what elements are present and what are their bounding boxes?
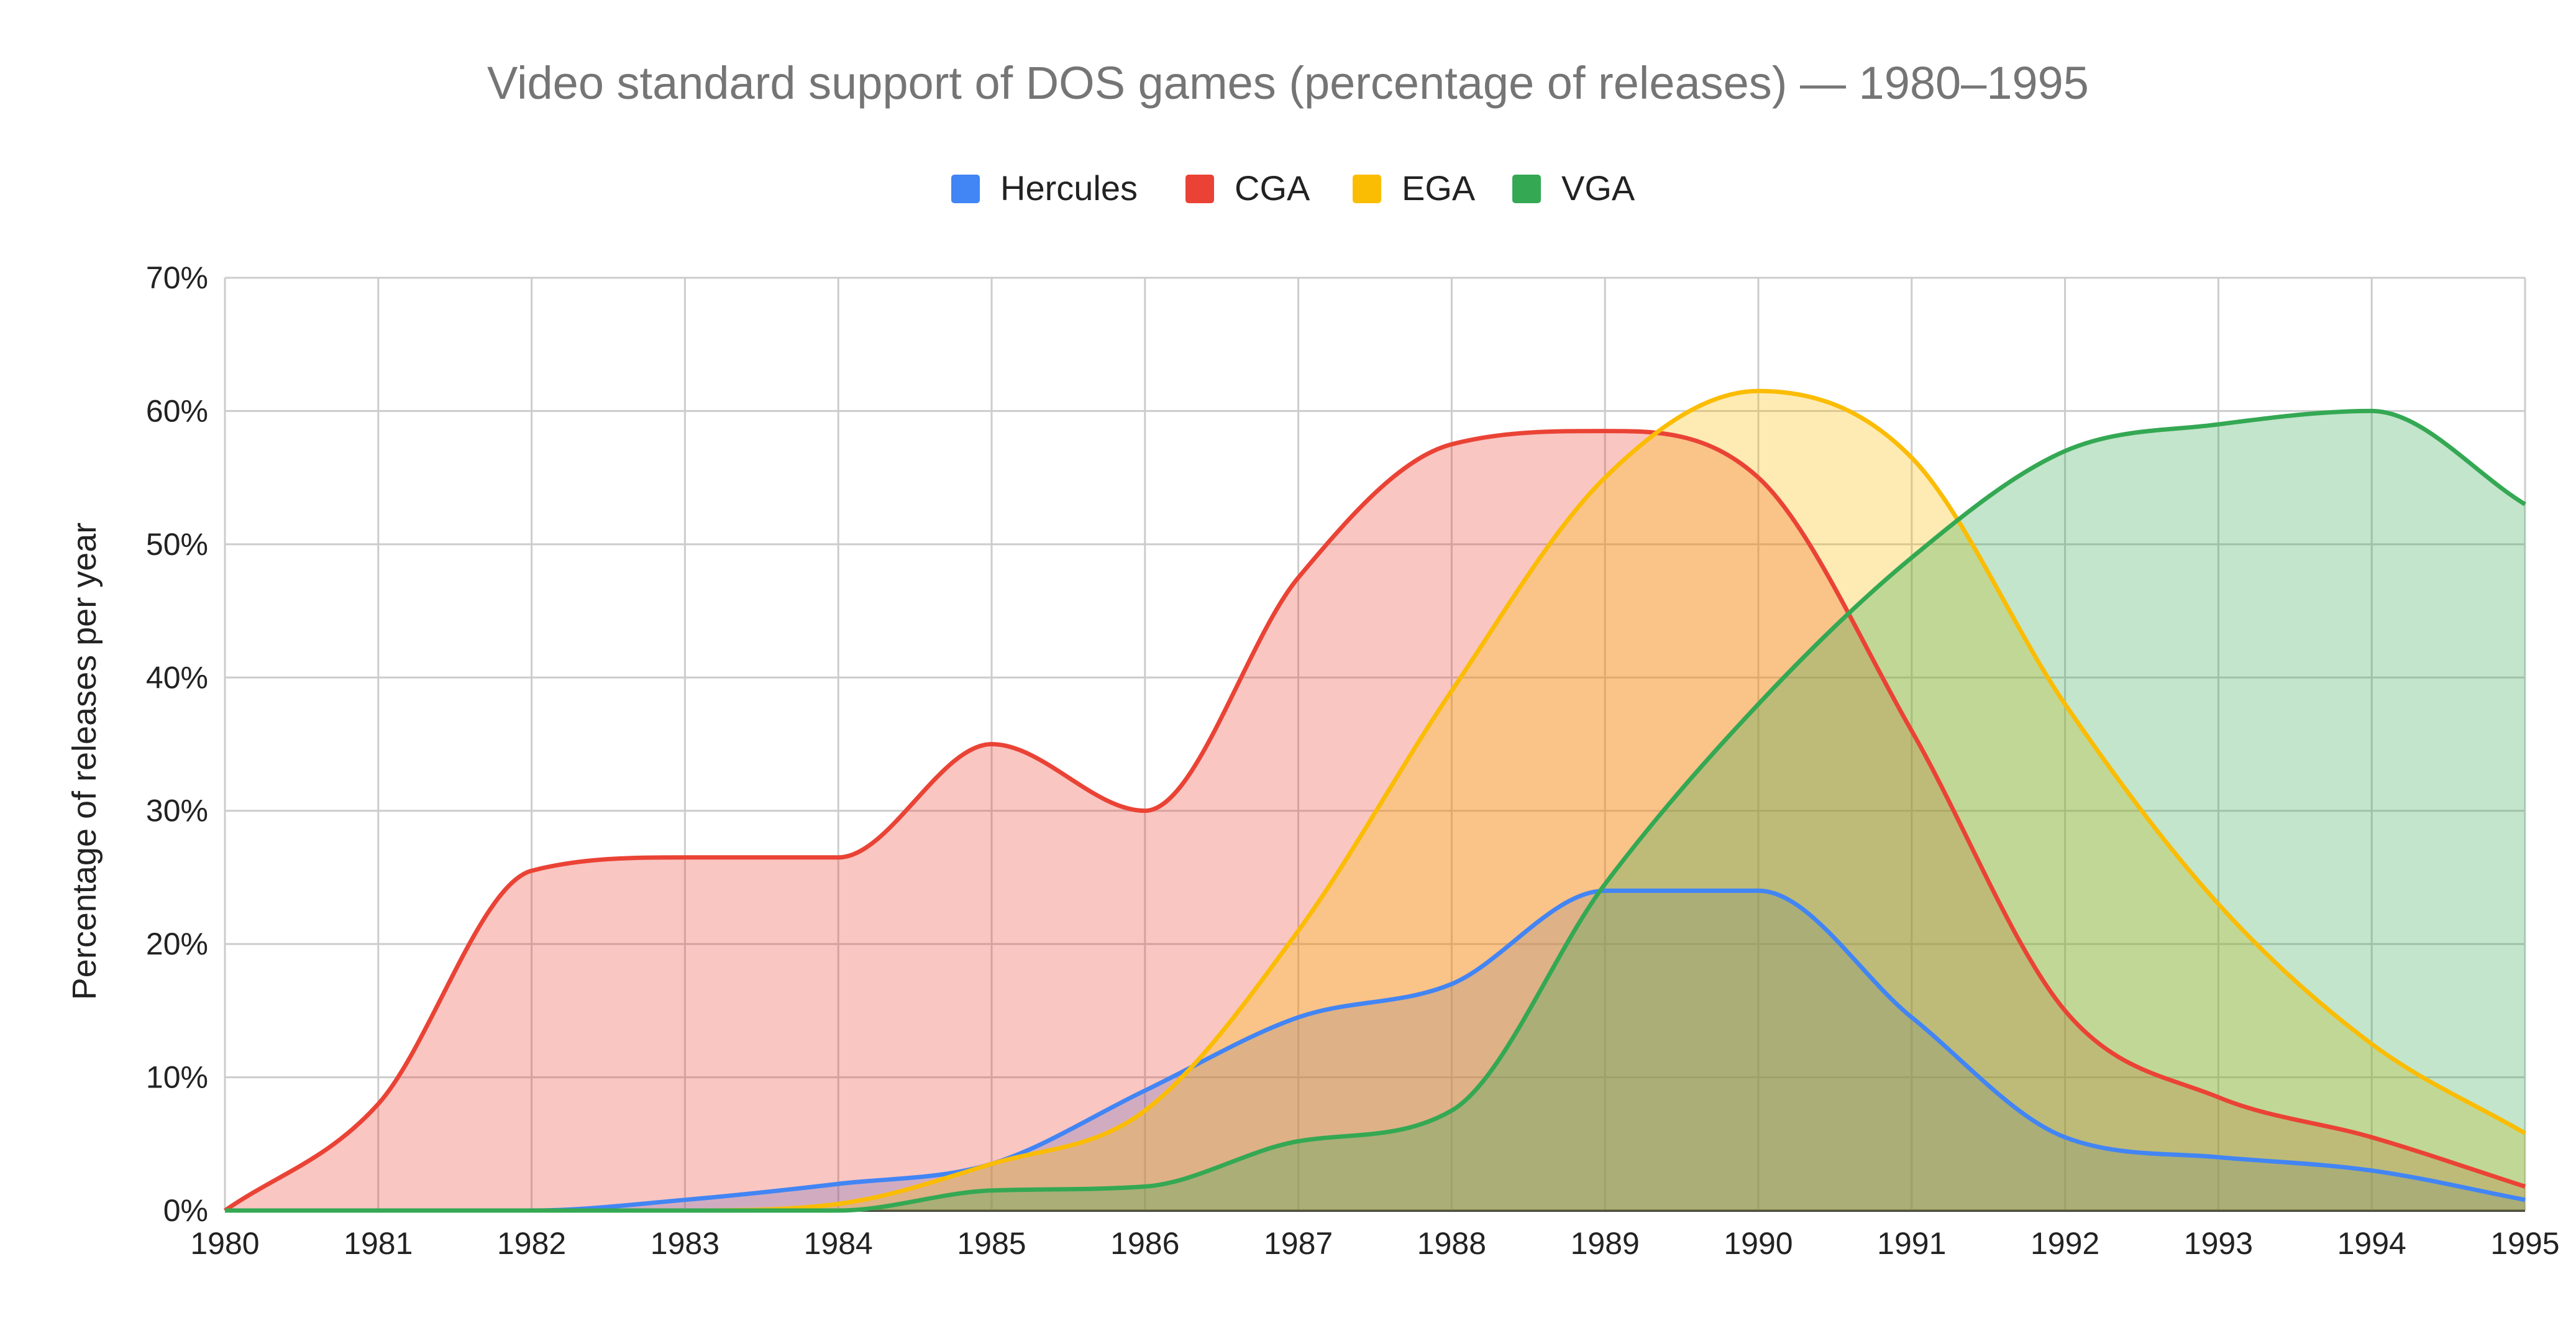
legend-swatch	[1353, 175, 1381, 203]
x-tick-label: 1981	[344, 1226, 413, 1261]
y-axis-label: Percentage of releases per year	[66, 523, 103, 1000]
x-tick-label: 1988	[1417, 1226, 1486, 1261]
legend-label: VGA	[1561, 168, 1635, 208]
x-tick-label: 1983	[651, 1226, 719, 1261]
y-tick-label: 0%	[163, 1193, 208, 1228]
x-tick-label: 1985	[957, 1226, 1026, 1261]
x-tick-label: 1984	[804, 1226, 873, 1261]
legend-swatch	[1185, 175, 1214, 203]
x-tick-label: 1990	[1724, 1226, 1793, 1261]
y-tick-label: 10%	[146, 1060, 208, 1095]
area-vga	[225, 411, 2525, 1211]
line-cga	[224, 429, 2526, 1212]
line-hercules	[224, 888, 2526, 1213]
area-hercules	[225, 890, 2525, 1211]
y-tick-label: 40%	[146, 660, 208, 695]
y-tick-label: 20%	[146, 927, 208, 961]
y-tick-label: 70%	[146, 260, 208, 295]
legend-label: EGA	[1402, 168, 1476, 208]
y-tick-label: 60%	[146, 393, 208, 428]
legend-swatch	[1512, 175, 1541, 203]
x-tick-label: 1980	[190, 1226, 259, 1261]
legend-swatch	[951, 175, 980, 203]
area-cga	[225, 431, 2525, 1211]
chart-title: Video standard support of DOS games (per…	[487, 57, 2089, 109]
x-tick-label: 1987	[1264, 1226, 1333, 1261]
legend-label: CGA	[1235, 168, 1310, 208]
y-tick-label: 30%	[146, 794, 208, 828]
x-tick-label: 1982	[497, 1226, 566, 1261]
area-fills	[225, 391, 2525, 1211]
x-tick-label: 1991	[1877, 1226, 1946, 1261]
legend-item: VGA	[1512, 168, 1635, 208]
area-ega	[225, 391, 2525, 1211]
legend-item: CGA	[1185, 168, 1310, 208]
x-tick-label: 1995	[2490, 1226, 2559, 1261]
legend-item: Hercules	[951, 168, 1138, 208]
x-axis-tick-labels: 1980 1981 1982 1983 1984 1985 1986 1987 1988 1989…	[190, 1226, 2559, 1261]
x-tick-label: 1989	[1571, 1226, 1640, 1261]
x-tick-label: 1992	[2030, 1226, 2099, 1261]
x-tick-label: 1994	[2337, 1226, 2406, 1261]
line-vga	[224, 408, 2526, 1213]
y-axis-tick-labels: 0% 10% 20% 30% 40% 50% 60% 70%	[146, 260, 208, 1228]
legend-item: EGA	[1353, 168, 1476, 208]
series-lines	[224, 388, 2526, 1213]
legend-label: Hercules	[1000, 168, 1138, 208]
y-tick-label: 50%	[146, 527, 208, 562]
legend: Hercules CGA EGA VGA	[951, 168, 1635, 208]
x-tick-label: 1993	[2184, 1226, 2253, 1261]
x-tick-label: 1986	[1110, 1226, 1179, 1261]
